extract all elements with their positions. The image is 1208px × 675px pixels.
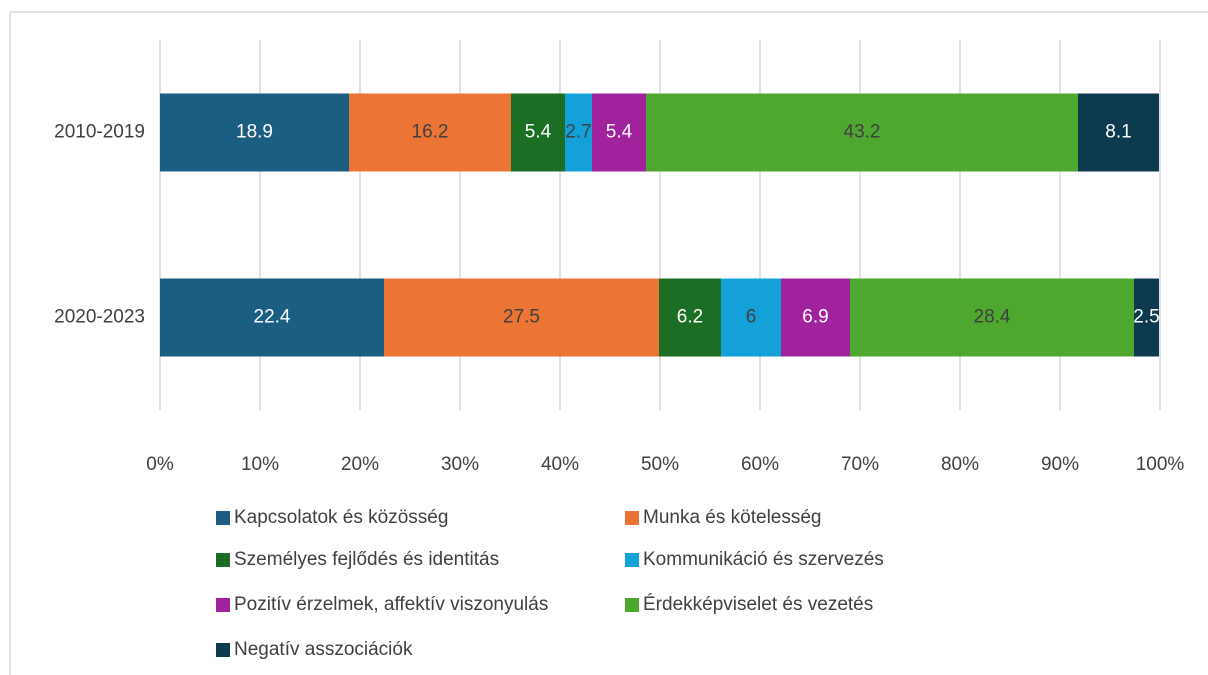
y-tick-label: 2020-2023 bbox=[54, 307, 145, 328]
x-tick-label: 100% bbox=[1136, 454, 1185, 475]
x-tick-label: 70% bbox=[841, 454, 879, 475]
data-label: 22.4 bbox=[254, 307, 291, 328]
bar-segment bbox=[646, 93, 1078, 172]
data-label: 2.5 bbox=[1133, 307, 1159, 328]
bar-segment bbox=[592, 93, 646, 172]
x-tick-label: 90% bbox=[1041, 454, 1079, 475]
legend-swatch bbox=[625, 553, 639, 567]
x-tick-label: 40% bbox=[541, 454, 579, 475]
legend-label: Kapcsolatok és közösség bbox=[234, 507, 448, 528]
data-label: 18.9 bbox=[236, 122, 273, 143]
bar-segment bbox=[1134, 278, 1159, 357]
x-tick-label: 20% bbox=[341, 454, 379, 475]
legend-label: Negatív asszociációk bbox=[234, 639, 413, 660]
x-tick-label: 80% bbox=[941, 454, 979, 475]
bar-segment bbox=[565, 93, 592, 172]
bar-segment bbox=[160, 278, 384, 357]
legend-swatch bbox=[216, 553, 230, 567]
x-tick-label: 60% bbox=[741, 454, 779, 475]
y-tick-label: 2010-2019 bbox=[54, 122, 145, 143]
data-label: 6.9 bbox=[802, 307, 828, 328]
chart-border bbox=[9, 11, 1208, 675]
data-label: 5.4 bbox=[525, 122, 552, 143]
bar-segment bbox=[721, 278, 781, 357]
data-label: 6.2 bbox=[677, 307, 703, 328]
legend-label: Pozitív érzelmek, affektív viszonyulás bbox=[234, 594, 548, 615]
data-label: 6 bbox=[746, 307, 757, 328]
data-label: 28.4 bbox=[974, 307, 1011, 328]
data-label: 5.4 bbox=[606, 122, 633, 143]
legend-label: Érdekképviselet és vezetés bbox=[643, 594, 873, 615]
bar-segment bbox=[511, 93, 565, 172]
data-label: 8.1 bbox=[1105, 122, 1131, 143]
x-tick-label: 10% bbox=[241, 454, 279, 475]
bar-segment bbox=[160, 93, 349, 172]
data-label: 16.2 bbox=[412, 122, 449, 143]
bar-segment bbox=[781, 278, 850, 357]
bar-segment bbox=[1078, 93, 1159, 172]
legend-swatch bbox=[216, 598, 230, 612]
bar-segment bbox=[384, 278, 659, 357]
data-label: 2.7 bbox=[565, 122, 591, 143]
legend-swatch bbox=[625, 511, 639, 525]
x-tick-label: 30% bbox=[441, 454, 479, 475]
legend-swatch bbox=[216, 643, 230, 657]
bar-segment bbox=[659, 278, 721, 357]
data-label: 43.2 bbox=[844, 122, 881, 143]
x-tick-label: 0% bbox=[146, 454, 174, 475]
legend-label: Munka és kötelesség bbox=[643, 507, 822, 528]
legend-swatch bbox=[216, 511, 230, 525]
legend-swatch bbox=[625, 598, 639, 612]
x-tick-label: 50% bbox=[641, 454, 679, 475]
legend-label: Személyes fejlődés és identitás bbox=[234, 549, 499, 570]
bar-segment bbox=[850, 278, 1134, 357]
legend-label: Kommunikáció és szervezés bbox=[643, 549, 884, 570]
data-label: 27.5 bbox=[503, 307, 540, 328]
bar-segment bbox=[349, 93, 511, 172]
